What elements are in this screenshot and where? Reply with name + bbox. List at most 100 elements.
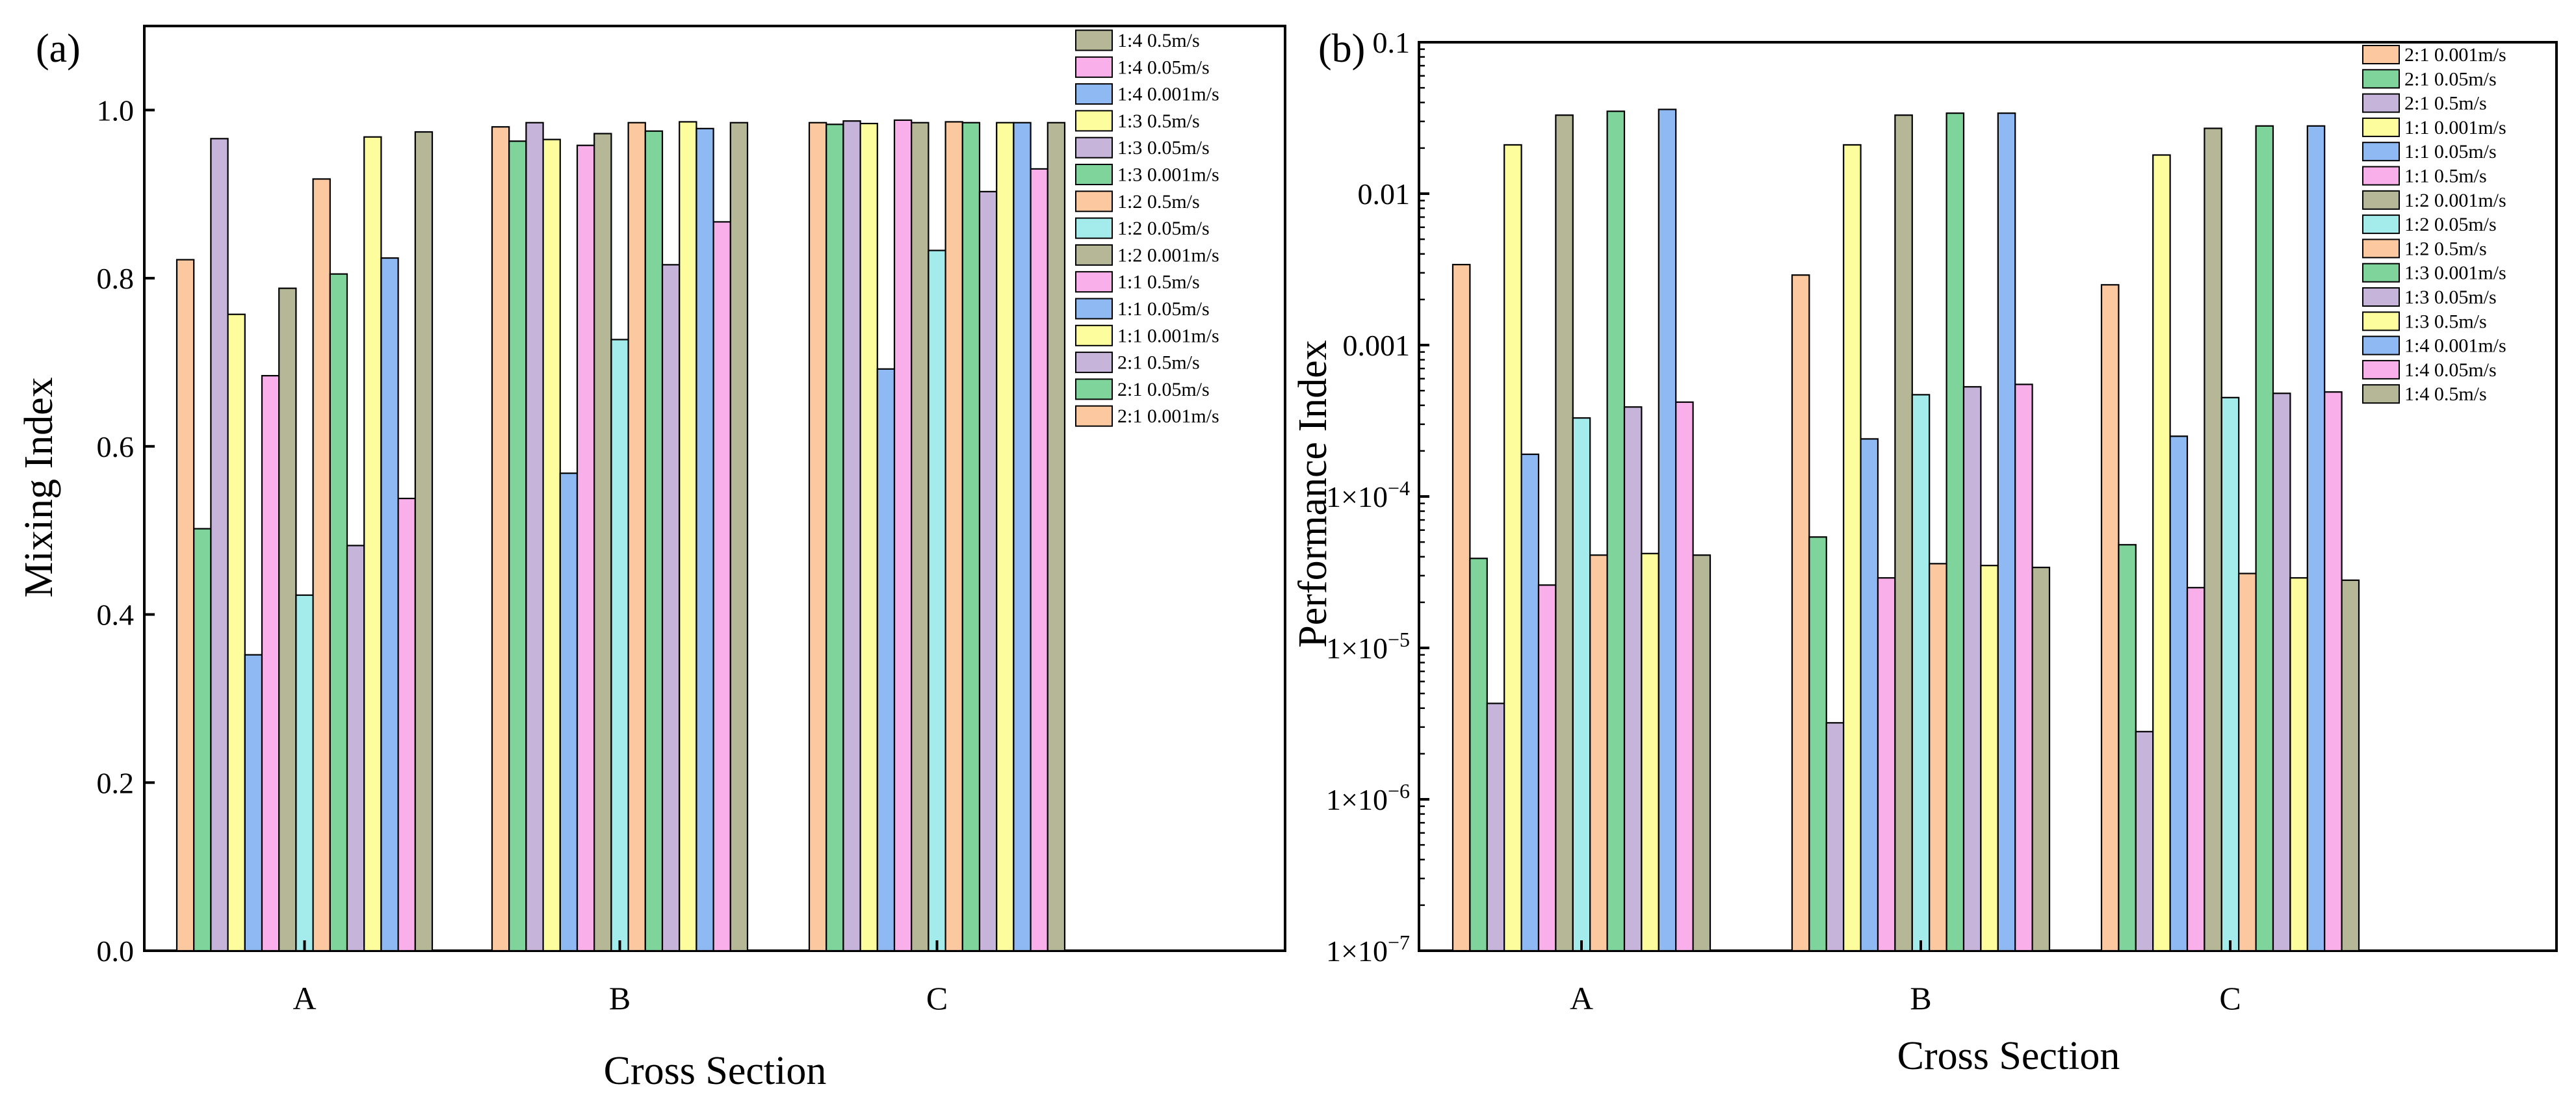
legend-label: 1:4 0.001m/s — [1117, 84, 1219, 105]
x-tick-label: C — [926, 980, 948, 1016]
legend-label: 1:1 0.001m/s — [2404, 117, 2506, 138]
legend-label: 2:1 0.5m/s — [1117, 352, 1200, 374]
panel-a-x-ticks: A B C — [293, 940, 948, 1016]
bar — [2272, 393, 2291, 952]
bar — [911, 122, 930, 952]
legend-item: 1:4 0.05m/s — [2362, 359, 2497, 381]
bar — [2306, 125, 2326, 952]
bar — [1503, 144, 1522, 952]
panel-a-bars — [176, 119, 1066, 952]
legend-label: 2:1 0.05m/s — [1117, 379, 1210, 400]
legend-swatch — [2362, 311, 2400, 331]
bar — [1980, 565, 1999, 952]
legend-item: 1:1 0.001m/s — [2362, 117, 2506, 138]
bar — [1962, 386, 1982, 952]
bar — [1675, 401, 1694, 952]
legend-swatch — [1075, 217, 1113, 239]
bar — [278, 287, 297, 952]
panel-b-x-axis-label: Cross Section — [1897, 1034, 2120, 1078]
bar — [661, 264, 681, 952]
legend-item: 1:3 0.05m/s — [2362, 287, 2497, 308]
bar — [842, 120, 861, 952]
legend-item: 1:3 0.5m/s — [1075, 110, 1200, 132]
bar — [193, 528, 212, 952]
legend-label: 1:3 0.05m/s — [2404, 287, 2497, 308]
legend-item: 1:1 0.001m/s — [1075, 324, 1219, 346]
legend-label: 1:3 0.5m/s — [1117, 110, 1200, 132]
panel-a-label: (a) — [36, 27, 81, 71]
y-tick-label: 1×10−7 — [1326, 931, 1410, 968]
legend-swatch — [2362, 142, 2400, 162]
bar — [1047, 122, 1066, 952]
legend-swatch — [1075, 56, 1113, 78]
legend-item: 1:2 0.5m/s — [2362, 238, 2487, 259]
legend-swatch — [1075, 190, 1113, 213]
y-tick-label: 0.001 — [1343, 329, 1411, 362]
legend-item: 1:3 0.05m/s — [1075, 136, 1210, 159]
y-tick-label: 0.4 — [97, 599, 135, 632]
legend-label: 1:1 0.05m/s — [1117, 298, 1210, 320]
x-tick-label: A — [1570, 980, 1593, 1016]
y-tick-label: 1.0 — [97, 94, 135, 127]
bar — [312, 178, 331, 952]
legend-label: 2:1 0.05m/s — [2404, 68, 2497, 90]
bar — [1877, 577, 1896, 952]
legend-item: 1:4 0.001m/s — [1075, 83, 1219, 105]
bar — [644, 130, 664, 952]
legend-swatch — [1075, 405, 1113, 427]
bar — [593, 133, 612, 952]
legend-label: 1:3 0.001m/s — [1117, 164, 1219, 186]
legend-label: 1:2 0.001m/s — [1117, 244, 1219, 266]
legend-label: 2:1 0.001m/s — [1117, 406, 1219, 427]
y-tick-label: 0.0 — [97, 934, 135, 968]
bar — [363, 136, 382, 952]
bar — [2169, 435, 2189, 952]
bar — [1623, 406, 1643, 952]
bar — [1469, 558, 1488, 952]
bar — [1555, 114, 1574, 952]
legend-item: 1:2 0.05m/s — [2362, 214, 2497, 235]
y-tick-label: 0.8 — [97, 262, 135, 295]
legend-label: 1:2 0.001m/s — [2404, 190, 2506, 211]
bar — [893, 119, 913, 952]
legend-item: 1:4 0.5m/s — [1075, 29, 1200, 51]
x-tick-label: A — [293, 980, 316, 1016]
legend-item: 1:3 0.5m/s — [2362, 311, 2487, 332]
legend-label: 1:1 0.5m/s — [2404, 166, 2487, 187]
bar — [1486, 702, 1505, 952]
legend-item: 1:1 0.5m/s — [1075, 271, 1200, 293]
legend-item: 1:3 0.001m/s — [1075, 164, 1219, 186]
legend-label: 1:3 0.05m/s — [1117, 137, 1210, 159]
legend-item: 1:2 0.5m/s — [1075, 190, 1200, 213]
panel-a-y-axis-label: Mixing Index — [17, 377, 61, 597]
bar — [2324, 391, 2343, 952]
legend-item: 2:1 0.001m/s — [1075, 405, 1219, 427]
bar — [1589, 554, 1608, 952]
bar — [2014, 383, 2033, 952]
bar — [1894, 114, 1913, 952]
legend-item: 2:1 0.001m/s — [2362, 44, 2506, 66]
bar — [729, 122, 749, 952]
legend-swatch — [1075, 324, 1113, 346]
y-tick-label: 0.2 — [97, 766, 135, 799]
legend-swatch — [1075, 352, 1113, 374]
bar — [679, 121, 697, 952]
legend-swatch — [1075, 110, 1113, 132]
panel-b-label: (b) — [1318, 27, 1365, 71]
bar — [2152, 154, 2171, 952]
panel-b-x-ticks: A B C — [1570, 940, 2241, 1016]
bar — [2220, 396, 2240, 952]
bar — [210, 138, 229, 952]
y-tick-label: 1×10−4 — [1326, 476, 1410, 513]
bar — [961, 122, 981, 952]
bar — [2100, 284, 2120, 952]
bar — [1825, 722, 1845, 952]
panel-b-performance-index-chart: (b) 1×10−7 1×10−6 1×10−5 1×10−4 0.001 0.01 0.1… — [1291, 26, 2558, 1078]
y-tick-label: 0.01 — [1358, 177, 1411, 211]
bar — [2118, 544, 2137, 952]
bar — [1945, 112, 1965, 952]
legend-label: 1:4 0.05m/s — [1117, 57, 1210, 78]
legend-swatch — [2362, 287, 2400, 307]
bar — [525, 122, 544, 952]
